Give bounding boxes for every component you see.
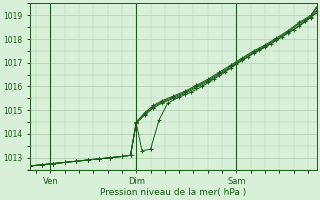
X-axis label: Pression niveau de la mer( hPa ): Pression niveau de la mer( hPa ) (100, 188, 247, 197)
